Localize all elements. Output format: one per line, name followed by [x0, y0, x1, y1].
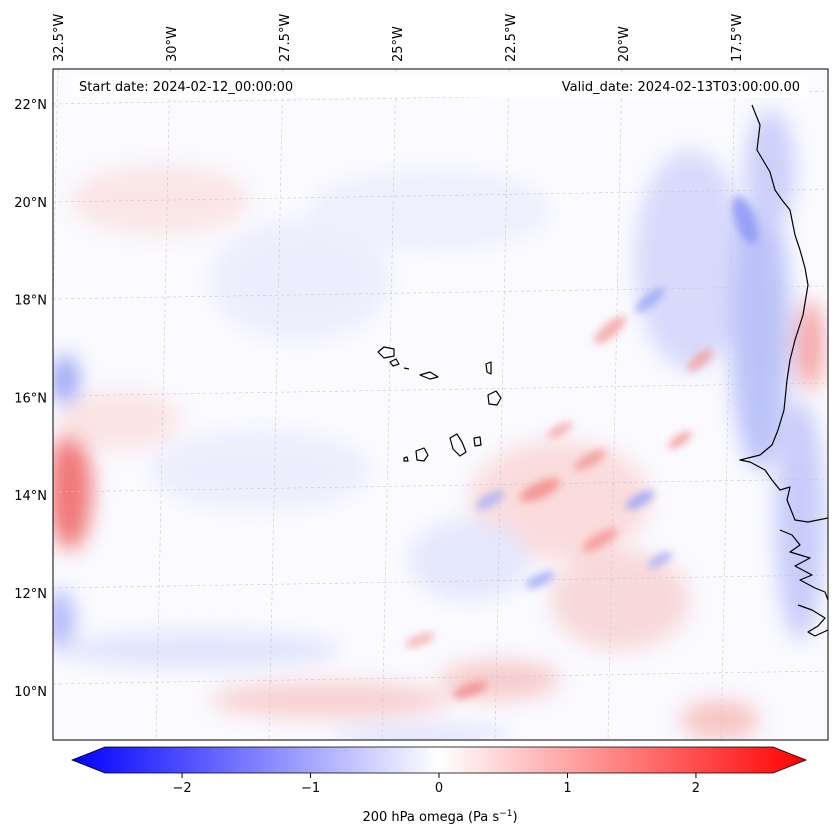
island-santo-antao [377, 346, 395, 359]
latitude-label: 18°N [14, 294, 47, 309]
latitude-label: 10°N [14, 685, 47, 700]
longitude-labels: 32.5°W 30°W 27.5°W 25°W 22.5°W 20°W 17.5°W [52, 14, 745, 62]
longitude-label: 22.5°W [504, 14, 519, 62]
longitude-label: 32.5°W [52, 14, 67, 62]
colorbar-tick-label: −1 [301, 781, 320, 796]
longitude-label: 20°W [617, 26, 632, 62]
colorbar: −2 −1 0 1 2 200 hPa omega (Pa s−1) [70, 746, 808, 825]
date-annotation-box [72, 75, 808, 97]
colorbar-tick-label: 2 [692, 781, 700, 796]
colorbar-label: 200 hPa omega (Pa s−1) [362, 809, 517, 825]
latitude-label: 22°N [14, 98, 47, 113]
map-panel: Start date: 2024-02-12_00:00:00 Valid_da… [14, 14, 829, 741]
valid-date-label: Valid_date: 2024-02-13T03:00:00.00 [562, 80, 800, 95]
colorbar-gradient [70, 746, 808, 774]
latitude-label: 16°N [14, 391, 47, 406]
colorbar-tick-label: −2 [172, 781, 191, 796]
longitude-label: 30°W [165, 26, 180, 62]
latitude-label: 14°N [14, 489, 47, 504]
latitude-label: 20°N [14, 196, 47, 211]
map-frame [52, 68, 829, 741]
graticule [53, 69, 828, 740]
longitude-label: 25°W [391, 26, 406, 62]
longitude-label: 27.5°W [278, 14, 293, 62]
latitude-label: 12°N [14, 587, 47, 602]
coastline [377, 104, 828, 637]
latitude-labels: 22°N 20°N 18°N 16°N 14°N 12°N 10°N [14, 98, 47, 700]
colorbar-ticks: −2 −1 0 1 2 [172, 773, 700, 796]
colorbar-tick-label: 0 [435, 781, 443, 796]
longitude-label: 17.5°W [730, 14, 745, 62]
colorbar-tick-label: 1 [563, 781, 571, 796]
start-date-label: Start date: 2024-02-12_00:00:00 [79, 80, 293, 95]
